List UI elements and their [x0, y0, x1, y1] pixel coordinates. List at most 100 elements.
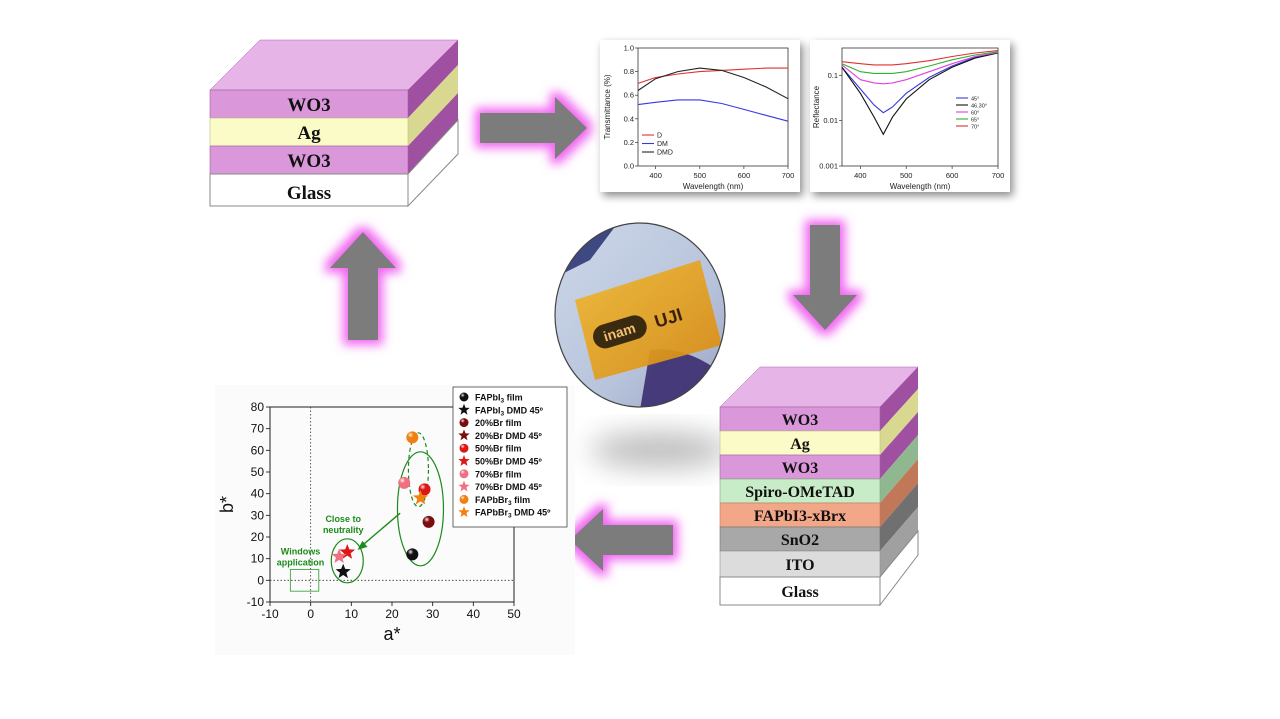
y-tick-label: 0.8 [624, 67, 634, 76]
y-tick-label: 10 [251, 552, 265, 566]
legend-marker-star [458, 480, 470, 492]
top-layer-3-label: Glass [287, 183, 331, 204]
legend-label: 20%Br film [475, 418, 522, 428]
color-coordinates-chart-panel: -10 0 10 20 30 40 50 -10 0 10 20 30 40 50 60 70 80 a* b* Cl… [215, 385, 575, 655]
top-layer-1-label: Ag [297, 123, 321, 144]
legend-label: 46.30° [971, 104, 987, 110]
x-tick-label: 700 [782, 171, 795, 180]
legend-label: 70%Br film [475, 469, 522, 479]
plot-frame [841, 47, 999, 167]
x-tick-label: 0 [307, 607, 314, 621]
logo-badge [593, 315, 647, 349]
plot-frame [637, 47, 789, 167]
y-tick-label: 0.6 [624, 91, 634, 100]
device-layer-1-label: Ag [790, 436, 810, 453]
legend-label: 65° [971, 118, 979, 124]
y-tick-label: 1.0 [624, 44, 634, 53]
legend-marker-ball-shine [459, 443, 469, 453]
y-tick-label: 20 [251, 530, 265, 544]
legend-label: 45° [971, 97, 979, 103]
legend-label: 60° [971, 111, 979, 117]
data-point-ball-shine [398, 476, 411, 489]
y-tick-label: 0.4 [624, 114, 634, 123]
legend-marker-star [458, 429, 470, 441]
data-point-star [412, 490, 429, 505]
y-tick-label: 30 [251, 508, 265, 522]
legend-label: DMD [657, 150, 673, 157]
y-tick-label: 70 [251, 422, 265, 436]
annotation-neutrality-label: neutrality [323, 525, 364, 535]
x-tick-label: 20 [385, 607, 399, 621]
annotation-close-to-label: Close to [325, 514, 361, 524]
neutrality-arrow-line [359, 512, 401, 549]
series-line-70° [841, 50, 999, 66]
legend-label: 50%Br DMD 45º [475, 457, 543, 467]
x-axis-label: Wavelength (nm) [890, 182, 951, 191]
data-point-star [335, 563, 351, 579]
legend-marker-ball-shine [459, 392, 469, 402]
series-line-D [637, 67, 788, 84]
legend-label: 70%Br DMD 45º [475, 482, 543, 492]
y-tick-label: -10 [247, 595, 265, 609]
device-layer-3-label: Spiro-OMeTAD [745, 484, 855, 501]
arrow-right-icon [480, 97, 587, 159]
x-tick-label: -10 [261, 607, 279, 621]
film-cluster-ellipse [396, 451, 445, 567]
legend-label: FAPbI3 film [475, 393, 523, 405]
legend-label: FAPbBr3 DMD 45º [475, 508, 551, 520]
x-tick-label: 50 [507, 607, 521, 621]
top-layer-2-label: WO3 [287, 151, 330, 172]
legend-marker-star [458, 403, 470, 415]
x-tick-label: 500 [900, 171, 913, 180]
x-tick-label: 400 [854, 171, 867, 180]
neutrality-arrow-head [357, 540, 368, 550]
legend-box [452, 386, 568, 528]
y-tick-label: 60 [251, 443, 265, 457]
y-tick-label: 0 [257, 573, 264, 587]
annotation-windows-label: Windows [281, 546, 320, 556]
series-line-DM [637, 99, 789, 122]
device-layer-2-label: WO3 [782, 460, 818, 477]
device-photo: inam UJI [554, 222, 726, 408]
bromide-cluster-ellipse [407, 432, 430, 508]
data-point-ball-shine [418, 483, 431, 496]
y-tick-label: 80 [251, 400, 265, 414]
data-point-star [339, 544, 355, 559]
legend-label: 70° [971, 125, 979, 131]
x-tick-label: 700 [992, 171, 1005, 180]
arrow-up-icon [330, 232, 396, 340]
y-tick-label: 0.001 [819, 162, 838, 171]
arrow-left-icon [570, 509, 673, 571]
y-axis-label: Reflectance [812, 85, 821, 128]
device-layer-stack: WO3 Ag WO3 Spiro-OMeTAD FAPbI3-xBrx SnO2… [719, 366, 919, 607]
data-point-ball-shine [406, 548, 419, 561]
orange-glass-sample [575, 260, 722, 380]
neutral-cluster-ellipse [330, 538, 364, 584]
x-tick-label: 10 [345, 607, 359, 621]
y-tick-label: 0.1 [828, 71, 838, 80]
legend-label: FAPbBr3 film [475, 495, 530, 507]
legend-marker-ball-shine [459, 494, 469, 504]
x-tick-label: 400 [649, 171, 662, 180]
arrow-down-icon [793, 225, 857, 330]
x-axis-label: a* [383, 624, 400, 644]
legend-label: DM [657, 141, 668, 148]
y-tick-label: 50 [251, 465, 265, 479]
y-tick-label: 40 [251, 487, 265, 501]
transmittance-chart-panel: 400 500 600 700 0.0 0.2 0.4 0.6 0.8 1.0 Wavelength… [600, 40, 800, 192]
legend-label: FAPbI3 DMD 45º [475, 405, 544, 417]
y-tick-label: 0.2 [624, 138, 634, 147]
series-line-46.30° [841, 52, 999, 136]
legend-marker-star [458, 455, 470, 466]
y-axis-label: Transmittance (%) [603, 74, 612, 139]
x-tick-label: 500 [694, 171, 707, 180]
data-point-star [331, 548, 347, 563]
legend-marker-ball-shine [459, 418, 469, 428]
device-layer-6-label: ITO [785, 557, 814, 574]
device-layer-5-label: SnO2 [781, 532, 819, 549]
data-point-ball-shine [406, 431, 419, 444]
series-line-65° [841, 51, 999, 74]
color-coordinates-chart: -10 0 10 20 30 40 50 -10 0 10 20 30 40 50 60 70 80 a* b* Cl… [217, 386, 568, 644]
x-tick-label: 40 [467, 607, 481, 621]
x-tick-label: 30 [426, 607, 440, 621]
